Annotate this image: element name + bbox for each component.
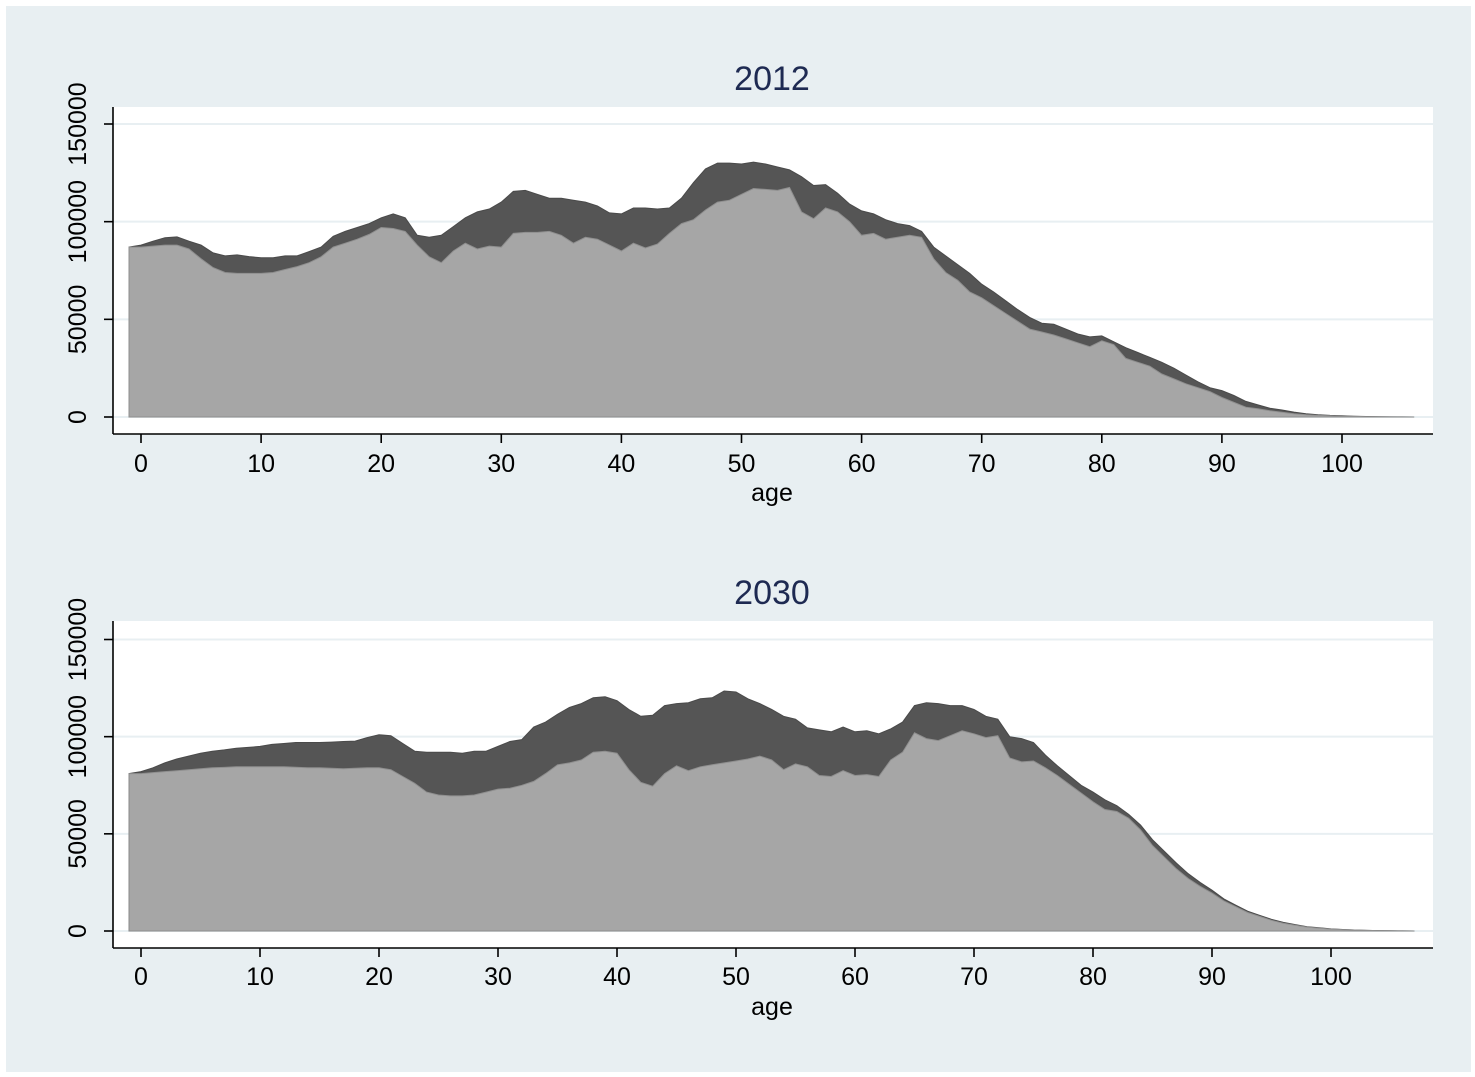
x-tick-label: 90: [1198, 963, 1226, 991]
y-tick-label: 0: [64, 924, 92, 938]
x-tick-label: 100: [1321, 450, 1363, 478]
x-tick-label: 20: [367, 450, 395, 478]
x-tick-label: 80: [1088, 450, 1116, 478]
x-tick-label: 50: [722, 963, 750, 991]
chart-title: 2012: [734, 60, 810, 98]
x-tick-label: 100: [1310, 963, 1352, 991]
y-tick-label: 150000: [64, 598, 92, 681]
y-tick-label: 50000: [64, 285, 92, 355]
x-tick-label: 90: [1208, 450, 1236, 478]
y-tick-label: 150000: [64, 82, 92, 165]
y-tick-label: 50000: [64, 799, 92, 869]
x-tick-label: 40: [603, 963, 631, 991]
y-tick-label: 0: [64, 410, 92, 424]
x-tick-label: 10: [247, 450, 275, 478]
x-tick-label: 60: [841, 963, 869, 991]
x-tick-label: 10: [246, 963, 274, 991]
x-tick-label: 30: [487, 450, 515, 478]
x-axis-label: age: [751, 993, 793, 1021]
x-tick-label: 80: [1079, 963, 1107, 991]
x-tick-label: 50: [728, 450, 756, 478]
area-series-1: [128, 730, 1415, 932]
y-tick-label: 100000: [64, 695, 92, 778]
x-axis-label: age: [751, 479, 793, 507]
x-tick-label: 40: [607, 450, 635, 478]
x-tick-label: 20: [365, 963, 393, 991]
x-tick-label: 70: [960, 963, 988, 991]
x-tick-label: 0: [134, 963, 148, 991]
x-tick-label: 30: [484, 963, 512, 991]
chart-panel-2012: 0 10 20 30 40 50 60 70 80 90 100 0 50000 100000 150000…: [64, 60, 1433, 507]
x-tick-label: 70: [968, 450, 996, 478]
x-tick-label: 0: [134, 450, 148, 478]
area-series-1: [128, 186, 1415, 418]
chart-title: 2030: [734, 574, 810, 612]
x-tick-label: 60: [848, 450, 876, 478]
chart-panel-2030: 0 10 20 30 40 50 60 70 80 90 100050000100000150000…: [64, 574, 1433, 1021]
y-tick-label: 100000: [64, 180, 92, 263]
